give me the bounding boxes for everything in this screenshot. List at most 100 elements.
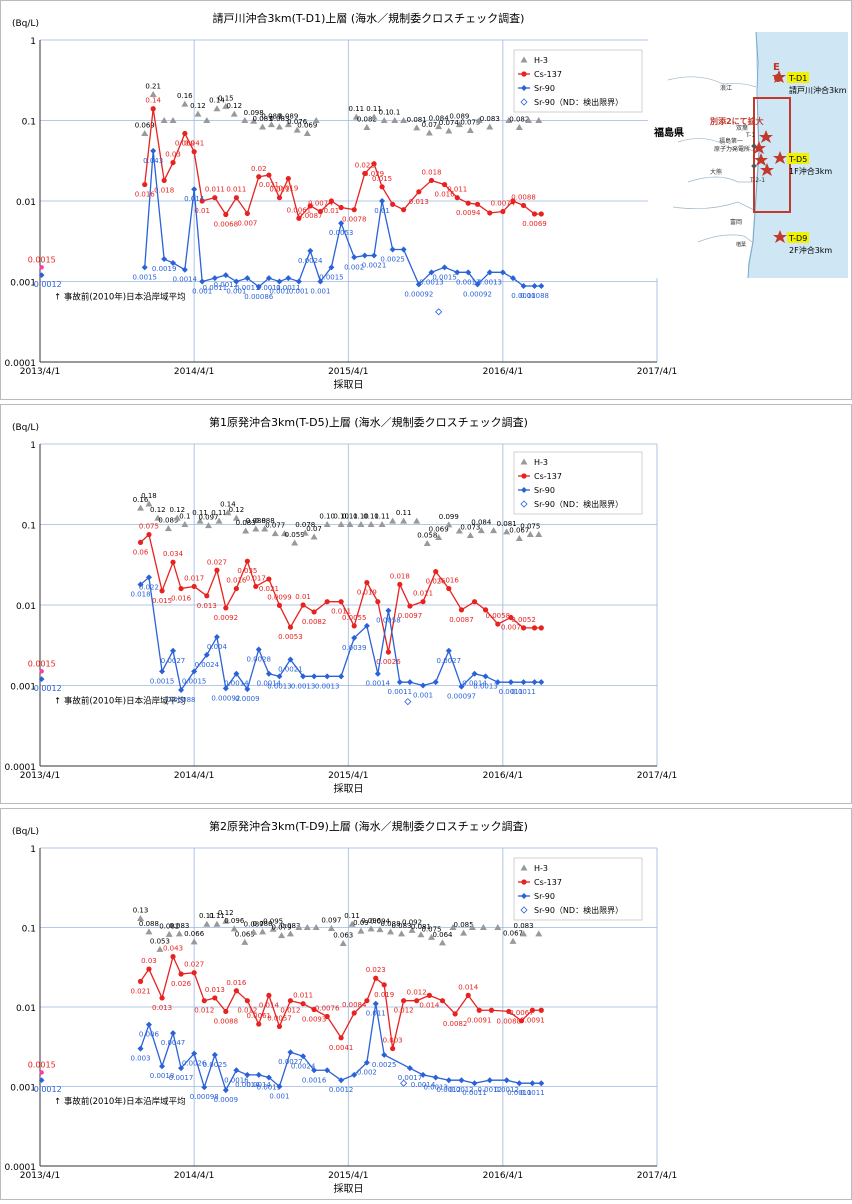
- point-h3: [515, 123, 523, 130]
- y-axis-label: (Bq/L): [12, 423, 39, 433]
- data-label: 0.0013: [257, 1083, 282, 1091]
- data-label: 0.21: [145, 83, 161, 91]
- point-sr90: [265, 275, 272, 282]
- point-h3: [145, 500, 153, 507]
- data-label: 0.00088: [167, 696, 196, 704]
- point-cs137: [401, 207, 407, 213]
- data-label: 0.083: [236, 519, 256, 527]
- legend-marker-cs137: [521, 473, 527, 479]
- point-sr90: [420, 1071, 427, 1078]
- point-h3: [380, 117, 388, 123]
- y-tick-label: 0.001: [10, 1084, 36, 1094]
- point-h3: [242, 527, 250, 534]
- data-label: 0.11: [344, 912, 360, 920]
- data-label: 0.079: [272, 924, 292, 932]
- point-sr90: [520, 282, 527, 289]
- data-label: 0.087: [244, 920, 264, 928]
- x-axis-label: 採取日: [334, 782, 364, 795]
- point-sr90: [324, 1067, 331, 1074]
- data-label: 0.088: [380, 920, 400, 928]
- data-label: 0.16: [133, 496, 149, 504]
- point-sr90: [538, 679, 545, 686]
- data-label: 0.12: [226, 102, 242, 110]
- baseline-sr-point: [38, 1077, 45, 1084]
- data-label: 0.0013: [291, 682, 316, 690]
- point-sr90: [396, 679, 403, 686]
- legend-marker-h3: [520, 56, 528, 63]
- point-cs137: [428, 177, 435, 184]
- point-cs137: [441, 181, 448, 188]
- x-tick-label: 2014/4/1: [174, 771, 214, 781]
- data-label: 0.0011: [511, 292, 536, 300]
- data-label: 0.099: [439, 513, 459, 521]
- legend-label: Sr-90（ND：検出限界）: [534, 97, 623, 107]
- point-cs137: [159, 995, 165, 1001]
- point-sr90: [178, 1065, 185, 1072]
- data-label: 0.034: [163, 550, 184, 558]
- point-cs137: [253, 583, 259, 590]
- point-cs137: [178, 585, 184, 592]
- point-h3: [267, 121, 275, 128]
- y-tick-label: 0.0001: [5, 763, 37, 773]
- data-label: 0.019: [278, 185, 298, 193]
- data-label: 0.13: [133, 906, 149, 914]
- point-cs137: [390, 201, 396, 207]
- data-label: 0.0041: [329, 1044, 354, 1052]
- data-label: 0.083: [480, 115, 500, 123]
- legend-box: [513, 49, 643, 113]
- data-label: 0.0092: [214, 614, 239, 622]
- data-label: 0.016: [171, 595, 192, 603]
- data-label: 0.011: [331, 608, 351, 616]
- point-sr90: [203, 651, 210, 658]
- point-h3: [475, 117, 483, 123]
- point-sr90: [372, 1000, 379, 1007]
- point-h3: [175, 930, 183, 937]
- legend-marker-sr90-nd: [520, 906, 528, 914]
- chart-title: 第1原発沖合3km(T-D5)上層 (海水／規制委クロスチェック調査): [209, 415, 528, 429]
- point-sr90: [458, 1077, 465, 1084]
- data-label: 0.11: [396, 509, 412, 517]
- point-sr90: [199, 278, 206, 285]
- data-label: 0.002: [344, 263, 364, 271]
- point-sr90: [486, 1077, 493, 1084]
- data-label: 0.01: [194, 207, 210, 215]
- data-label: 0.10: [319, 513, 335, 521]
- point-h3: [250, 928, 258, 935]
- point-cs137: [508, 614, 514, 621]
- point-sr90: [531, 679, 538, 686]
- legend-marker-cs137: [521, 879, 527, 885]
- point-cs137: [161, 177, 167, 184]
- point-cs137: [538, 1007, 544, 1013]
- data-label: 0.0011: [388, 688, 413, 696]
- data-label: 0.0025: [372, 1061, 397, 1069]
- data-label: 0.013: [152, 1004, 172, 1012]
- data-label: 0.006: [139, 1031, 160, 1039]
- data-label: 0.092: [402, 918, 422, 926]
- point-cs137: [266, 576, 272, 582]
- point-h3: [250, 117, 258, 124]
- point-cs137: [311, 609, 317, 615]
- data-label: 0.0074: [308, 200, 333, 208]
- data-label: 0.004: [207, 643, 228, 651]
- map-label-td5-desc: 1F沖合3km: [789, 166, 832, 176]
- data-label: 0.096: [224, 917, 245, 925]
- point-h3: [466, 127, 474, 134]
- point-cs137: [379, 184, 385, 190]
- data-label: 0.0069: [522, 220, 547, 228]
- point-sr90-nd: [404, 698, 412, 706]
- point-h3: [241, 938, 249, 945]
- data-label: 0.094: [370, 918, 391, 926]
- point-sr90: [276, 278, 283, 285]
- point-cs137: [351, 207, 357, 213]
- point-h3: [387, 928, 395, 935]
- point-sr90: [191, 186, 198, 193]
- point-h3: [413, 124, 421, 131]
- point-h3: [398, 930, 406, 937]
- point-h3: [445, 127, 453, 134]
- x-tick-label: 2015/4/1: [328, 367, 368, 377]
- data-label: 0.083: [280, 922, 300, 930]
- data-label: 0.0011: [203, 284, 228, 292]
- point-cs137: [495, 621, 501, 627]
- data-label: 0.021: [130, 987, 150, 995]
- point-sr90: [432, 679, 439, 686]
